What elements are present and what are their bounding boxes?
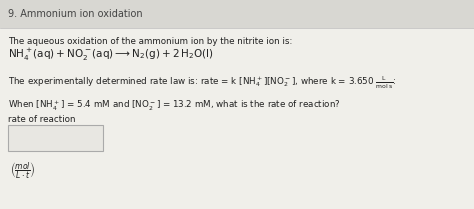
Text: 9. Ammonium ion oxidation: 9. Ammonium ion oxidation [8, 9, 143, 19]
FancyBboxPatch shape [8, 125, 103, 151]
FancyBboxPatch shape [0, 0, 474, 28]
Text: $\left(\dfrac{mol}{L \cdot t}\right)$: $\left(\dfrac{mol}{L \cdot t}\right)$ [10, 161, 36, 181]
Text: $\mathrm{NH_4^+(aq) + NO_2^-(aq) \longrightarrow N_2(g) + 2\,H_2O(l)}$: $\mathrm{NH_4^+(aq) + NO_2^-(aq) \longri… [8, 47, 213, 63]
Text: The aqueous oxidation of the ammonium ion by the nitrite ion is:: The aqueous oxidation of the ammonium io… [8, 37, 292, 46]
Text: rate of reaction: rate of reaction [8, 116, 75, 125]
Text: When $\mathrm{[NH_4^+]}$ = 5.4 mM and $\mathrm{[NO_2^-]}$ = 13.2 mM, what is the: When $\mathrm{[NH_4^+]}$ = 5.4 mM and $\… [8, 99, 341, 113]
Text: The experimentally determined rate law is: rate = k $\mathrm{[NH_4^+][NO_2^-]}$,: The experimentally determined rate law i… [8, 75, 396, 91]
FancyBboxPatch shape [0, 28, 474, 209]
